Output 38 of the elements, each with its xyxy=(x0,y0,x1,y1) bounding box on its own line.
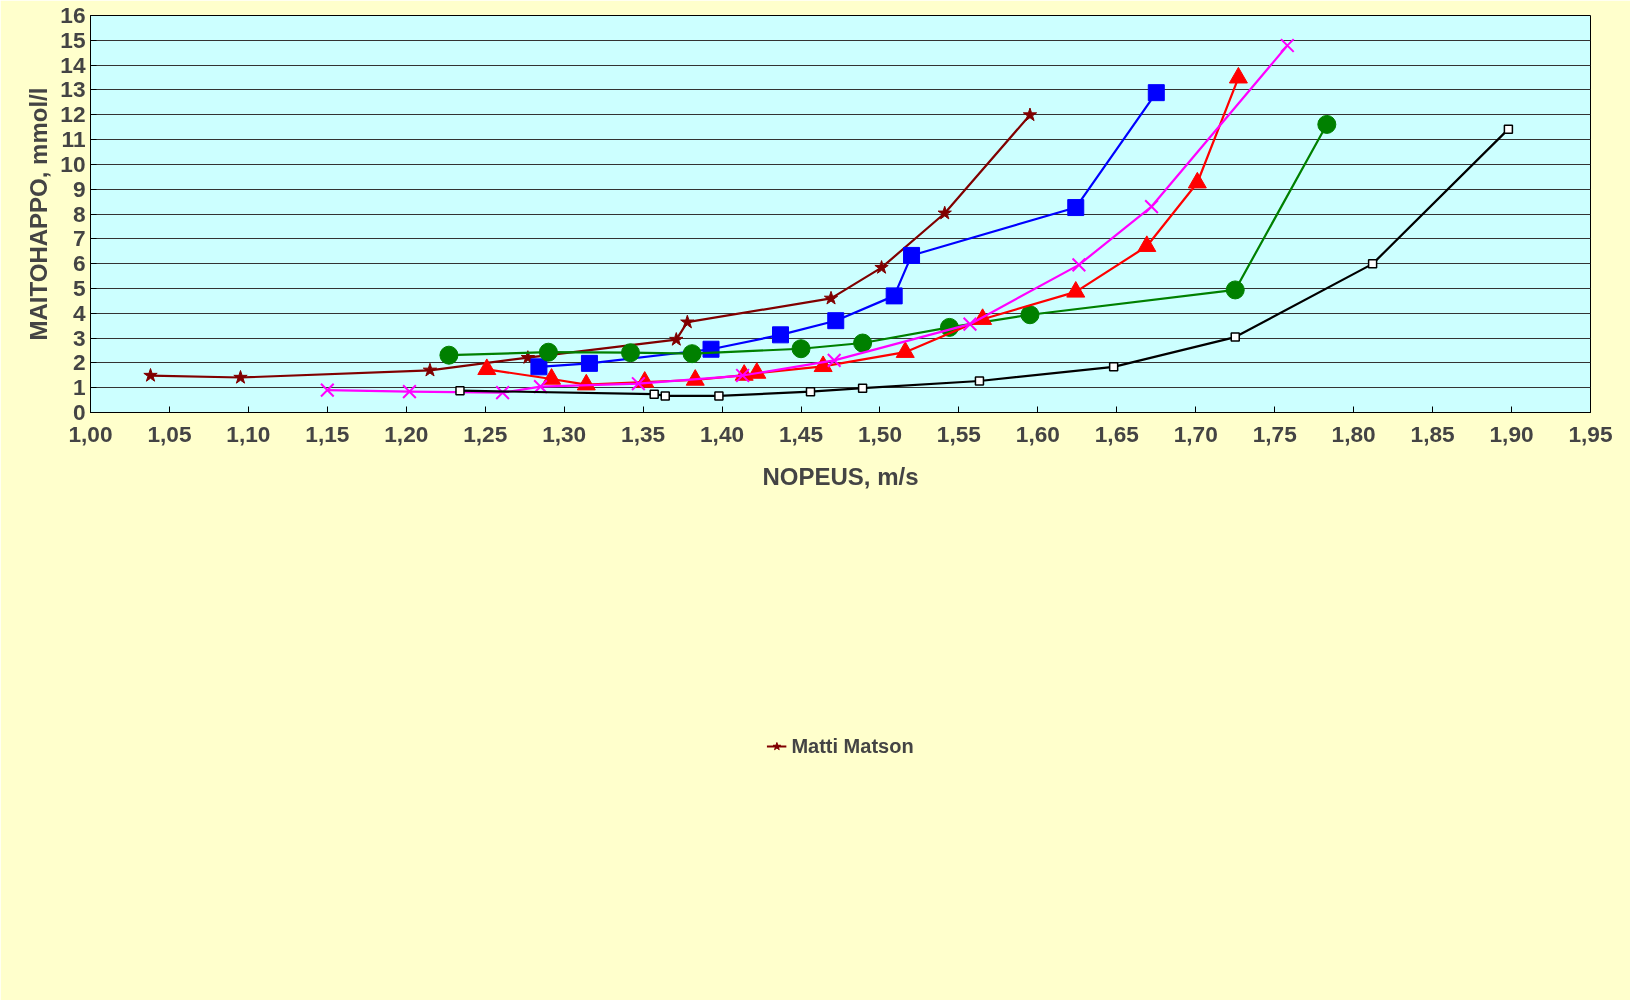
x-tick-label: 1,55 xyxy=(936,420,981,447)
y-axis-title: MAITOHAPPO, mmol/l xyxy=(25,87,53,341)
x-axis-title: NOPEUS, m/s xyxy=(762,462,919,490)
legend-label: Matti Matson xyxy=(791,734,914,758)
x-tick-label: 1,30 xyxy=(542,420,587,447)
y-tick-label: 6 xyxy=(72,250,86,277)
x-tick-label: 1,05 xyxy=(147,420,192,447)
y-tick-label: 9 xyxy=(72,175,86,202)
y-tick-label: 10 xyxy=(60,150,86,177)
x-tick-label: 1,35 xyxy=(621,420,666,447)
y-tick-label: 13 xyxy=(60,76,86,103)
x-tick-label: 1,70 xyxy=(1173,420,1218,447)
x-tick-label: 1,60 xyxy=(1015,420,1060,447)
x-tick-label: 1,15 xyxy=(305,420,350,447)
y-tick-label: 1 xyxy=(72,374,86,401)
y-tick-label: 4 xyxy=(72,299,86,326)
x-tick-label: 1,75 xyxy=(1252,420,1297,447)
x-tick-label: 1,10 xyxy=(226,420,271,447)
y-tick-label: 7 xyxy=(72,225,86,252)
y-tick-label: 15 xyxy=(60,26,86,53)
y-tick-label: 3 xyxy=(72,324,86,351)
x-tick-label: 1,85 xyxy=(1410,420,1455,447)
x-tick-label: 1,95 xyxy=(1568,420,1613,447)
x-tick-label: 1,40 xyxy=(700,420,745,447)
x-tick-label: 1,50 xyxy=(857,420,903,447)
x-tick-label: 1,65 xyxy=(1094,420,1139,447)
x-tick-label: 1,90 xyxy=(1489,420,1534,447)
x-tick-label: 1,25 xyxy=(463,420,508,447)
y-tick-label: 14 xyxy=(60,51,86,78)
x-tick-label: 1,20 xyxy=(384,420,429,447)
x-tick-label: 1,45 xyxy=(778,420,824,447)
y-tick-label: 2 xyxy=(72,349,86,376)
y-tick-label: 8 xyxy=(72,200,86,227)
x-tick-label: 1,80 xyxy=(1331,420,1376,447)
y-tick-label: 11 xyxy=(61,126,86,153)
y-tick-label: 5 xyxy=(72,274,86,301)
y-tick-label: 16 xyxy=(60,2,86,28)
y-tick-label: 12 xyxy=(60,101,86,128)
